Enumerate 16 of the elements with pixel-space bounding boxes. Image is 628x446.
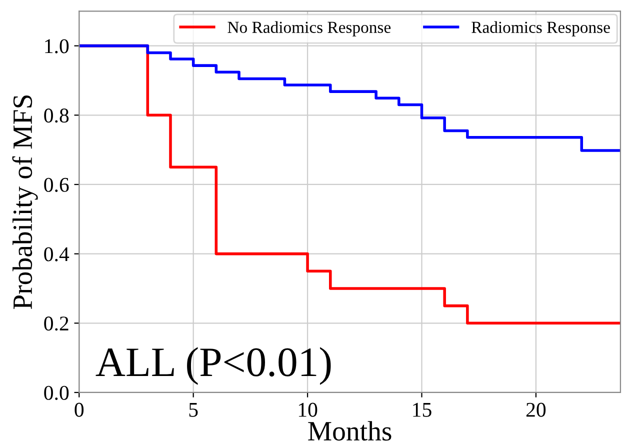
x-tick-label: 15 <box>413 402 432 417</box>
y-tick-label: 0.4 <box>44 247 70 262</box>
y-axis-title: Probability of MFS <box>12 95 38 310</box>
legend-label: Radiomics Response <box>472 21 610 36</box>
y-tick-label: 0.6 <box>44 178 69 192</box>
legend-label: No Radiomics Response <box>228 21 391 36</box>
annotation: ALL (P<0.01) <box>96 347 331 385</box>
y-tick-label: 0.0 <box>44 386 69 400</box>
x-axis-title: Months <box>308 421 392 441</box>
y-tick-label: 0.8 <box>44 108 69 123</box>
x-tick-label: 10 <box>298 402 318 417</box>
x-tick-label: 5 <box>189 403 198 417</box>
x-tick-label: 0 <box>74 402 84 417</box>
x-tick-label: 20 <box>526 402 546 417</box>
y-tick-label: 0.2 <box>44 316 68 331</box>
y-tick-label: 1.0 <box>45 39 69 54</box>
